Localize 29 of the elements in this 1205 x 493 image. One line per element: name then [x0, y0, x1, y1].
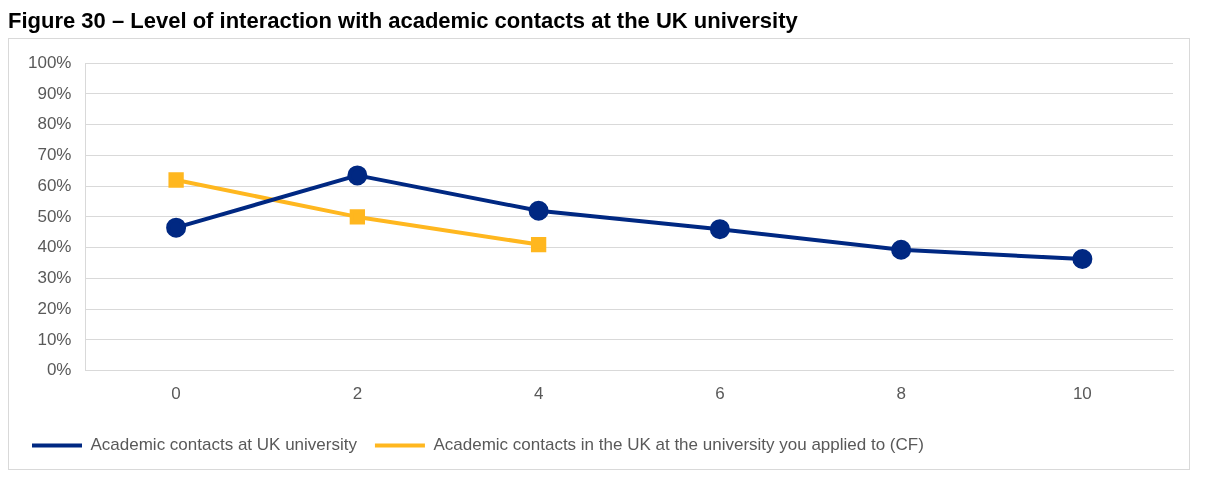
chart-title: Figure 30 – Level of interaction with academic contacts at the UK university: [8, 8, 799, 34]
y-tick-label: 90%: [37, 83, 72, 103]
point: [891, 239, 912, 260]
y-tick-label: 60%: [37, 175, 72, 195]
x-tick-label: 10: [1072, 384, 1092, 404]
y-tick-label: 0%: [46, 360, 72, 380]
y-tick-label: 80%: [37, 114, 72, 134]
y-tick-label: 100%: [28, 52, 72, 72]
point: [168, 172, 184, 188]
point: [528, 200, 549, 221]
x-tick-label: 0: [171, 384, 181, 404]
y-tick-label: 50%: [37, 206, 72, 226]
y-tick-label: 30%: [37, 268, 72, 288]
point: [530, 236, 547, 253]
point: [349, 209, 366, 225]
y-tick-label: 20%: [37, 298, 72, 318]
legend-label: Academic contacts at UK university: [90, 435, 358, 455]
point: [1072, 249, 1093, 270]
x-tick-label: 4: [533, 384, 544, 404]
point: [709, 219, 730, 240]
y-tick-label: 10%: [37, 329, 72, 349]
x-tick-label: 6: [715, 384, 725, 404]
y-tick-label: 40%: [37, 237, 72, 257]
x-tick-label: 8: [896, 384, 906, 404]
x-tick-label: 2: [352, 384, 363, 404]
point: [347, 165, 368, 186]
point: [166, 217, 187, 238]
y-tick-label: 70%: [37, 145, 72, 165]
legend-label: Academic contacts in the UK at the university you applied to (CF): [433, 435, 924, 455]
